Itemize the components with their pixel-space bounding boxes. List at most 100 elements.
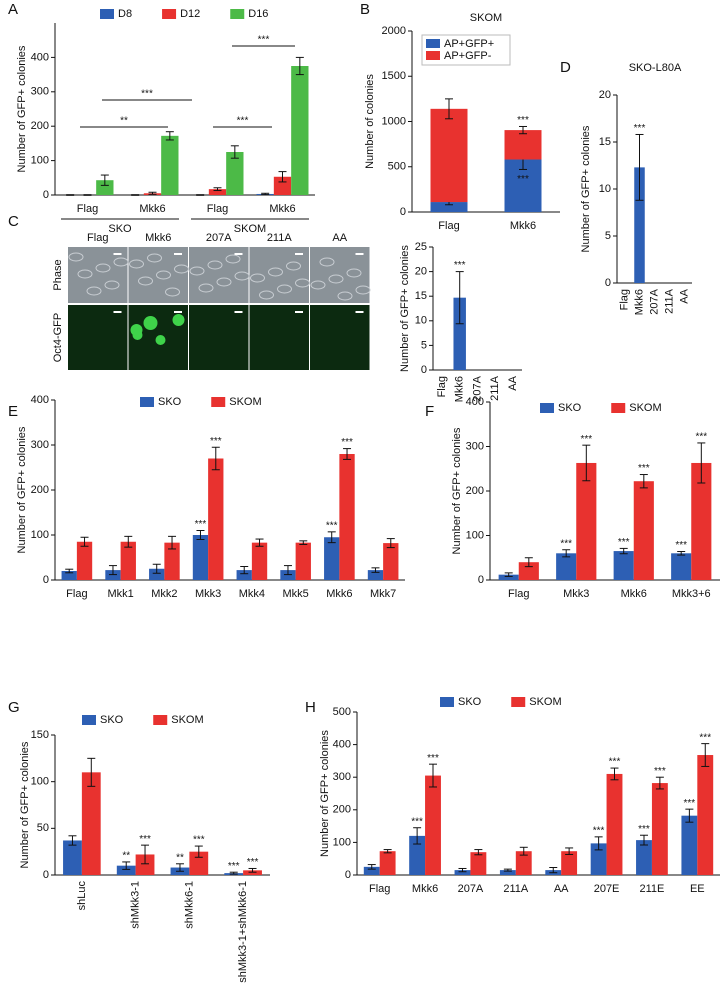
x-tick-label: Mkk3+6 [672,588,711,600]
image-column-label: 207A [206,232,232,244]
y-tick-label: 1000 [382,115,406,127]
significance: *** [675,540,687,551]
texture [234,271,250,281]
x-tick-label: 207A [471,375,483,401]
annotation: ** [120,116,128,127]
x-tick-label: AA [678,288,690,303]
error-bar [124,535,133,548]
texture [86,286,102,296]
error-bar [429,763,438,788]
error-bar [697,442,706,484]
y-tick-label: 50 [37,822,49,834]
significance: ** [176,852,184,863]
panel-label: B [360,1,370,18]
x-tick-label: 211A [663,288,675,314]
legend-swatch [100,9,114,19]
error-bar [295,56,304,76]
error-bar [524,557,533,568]
error-bar [386,538,395,549]
error-bar [619,547,628,555]
texture [355,285,371,295]
bar [149,568,165,580]
chart-title: SKOM [470,12,502,24]
micrograph [128,247,188,303]
bar [499,870,516,875]
error-bar [519,846,528,856]
texture [337,291,353,301]
x-tick-label: Mkk2 [151,588,177,600]
x-tick-label: shMkk6-1 [183,881,195,929]
error-bar [148,191,157,195]
legend-swatch [153,715,168,725]
x-tick-label: Mkk6 [269,203,295,215]
x-tick-label: Flag [508,588,529,600]
bar [634,167,645,283]
legend-label: SKO [558,402,582,414]
y-tick-label: 15 [599,136,611,148]
y-tick-label: 200 [31,120,49,132]
bar [561,851,578,875]
error-bar [196,530,205,540]
bar [430,202,468,212]
legend-swatch [140,397,154,407]
significance: *** [517,174,529,185]
y-tick-label: 5 [421,339,427,351]
significance: *** [341,437,353,448]
error-bar [108,565,117,576]
y-tick-label: 0 [43,574,49,586]
significance: *** [634,123,646,134]
significance: *** [618,537,630,548]
panel-label: C [8,213,19,230]
legend-label: SKOM [171,714,203,726]
error-bar [168,535,177,550]
bar [273,176,292,195]
bar [161,135,179,195]
bar [379,851,396,875]
bar [291,66,309,195]
panel-label: A [8,1,18,18]
y-tick-label: 400 [31,51,49,63]
bar [324,537,340,580]
bar [691,462,712,580]
bar [363,866,380,875]
y-axis-label: Number of GFP+ colonies [451,427,463,554]
bar [63,840,82,875]
bar [590,843,607,875]
texture [286,261,301,271]
x-tick-label: Flag [66,588,87,600]
x-tick-label: Mkk6 [454,376,466,402]
legend-label: SKO [100,714,124,726]
x-tick-label: EE [690,883,705,895]
error-bar [562,549,571,558]
micrograph [310,305,370,370]
error-bar [248,867,257,873]
y-tick-label: 20 [599,89,611,101]
y-tick-label: 200 [333,804,351,816]
panel-label: F [425,403,434,420]
legend-label: D16 [248,8,268,20]
bar [498,574,519,580]
y-axis-label: Number of GFP+ colonies [580,125,592,252]
x-tick-label: 211A [489,375,501,401]
significance: *** [560,538,572,549]
error-bar [66,194,75,196]
bar [576,462,597,580]
y-tick-label: 300 [31,439,49,451]
bar [504,130,542,160]
bar [295,542,311,580]
legend-swatch [426,51,440,60]
bar [81,772,101,875]
bar [208,189,227,195]
error-bar [261,192,270,196]
error-bar [283,565,292,576]
y-tick-label: 5 [605,230,611,242]
x-tick-label: 207A [648,288,660,314]
significance: *** [210,436,222,447]
legend-label: SKOM [229,396,261,408]
texture [198,283,214,293]
texture [216,277,232,287]
error-bar [701,743,710,767]
legend-label: SKO [458,696,482,708]
error-bar [152,563,161,574]
